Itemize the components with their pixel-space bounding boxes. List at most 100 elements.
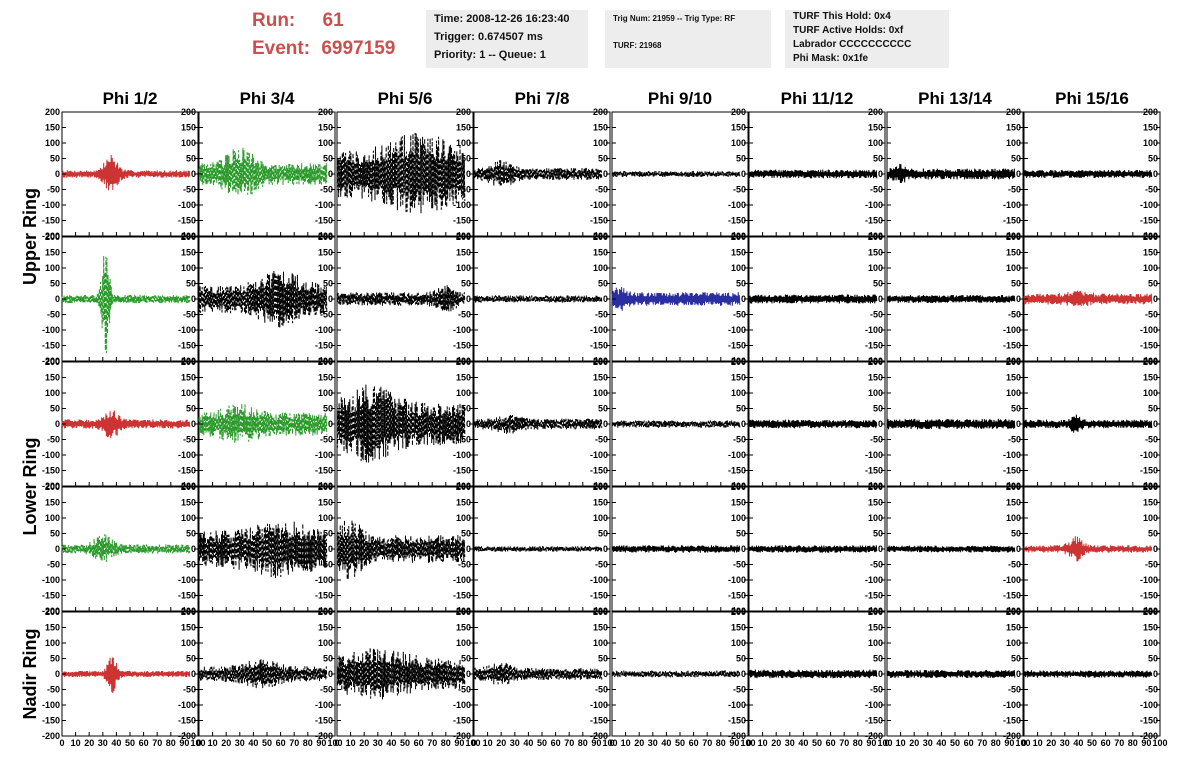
x-tick-label: 30: [510, 738, 520, 748]
waveform-trace: [748, 419, 878, 429]
x-tick-label: 60: [414, 738, 424, 748]
waveform-trace: [336, 519, 466, 580]
y-tick-label: -200: [1140, 231, 1158, 241]
y-tick-label: 0: [603, 169, 608, 179]
x-tick-label: 80: [853, 738, 863, 748]
panel: 200 150 100 50 0 -50 -100 -150 -200: [336, 232, 474, 366]
waveform-trace: [611, 670, 741, 678]
x-tick-label: 30: [235, 738, 245, 748]
y-tick-label: -150: [590, 341, 608, 351]
x-tick-label: 10: [896, 738, 906, 748]
y-tick-label: 200: [868, 107, 883, 117]
y-tick-label: 150: [181, 373, 196, 383]
waveform-trace: [886, 545, 1016, 553]
trigger-text: Trigger: 0.674507 ms: [434, 31, 543, 43]
x-tick-label: 20: [359, 738, 369, 748]
y-tick-label: 100: [593, 263, 608, 273]
panel: 200 150 100 50 0 -50 -100 -150 -200: [336, 107, 474, 241]
y-tick-label: 150: [1006, 373, 1021, 383]
y-tick-label: -150: [865, 466, 883, 476]
y-tick-label: -50: [47, 185, 60, 195]
y-tick-label: -50: [183, 435, 196, 445]
y-tick-label: -50: [320, 310, 333, 320]
column-header: Phi 1/2: [103, 89, 158, 108]
y-tick-label: 200: [45, 482, 60, 492]
y-tick-label: -200: [865, 356, 883, 366]
y-tick-label: 150: [1006, 623, 1021, 633]
y-tick-label: 150: [45, 373, 60, 383]
column-header: Phi 7/8: [515, 89, 570, 108]
y-tick-label: -150: [453, 716, 471, 726]
y-tick-label: 100: [181, 513, 196, 523]
y-tick-label: -200: [865, 731, 883, 741]
column-header: Phi 15/16: [1055, 89, 1129, 108]
x-tick-label: 20: [1046, 738, 1056, 748]
y-tick-label: -100: [178, 575, 196, 585]
y-tick-label: 100: [593, 138, 608, 148]
x-tick-label: 100: [877, 738, 892, 748]
x-tick-label: 50: [950, 738, 960, 748]
y-tick-label: 100: [318, 263, 333, 273]
event-line: Event: 6997159: [252, 38, 395, 60]
y-tick-label: -50: [1008, 560, 1021, 570]
y-tick-label: 150: [456, 123, 471, 133]
waveform-trace: [198, 659, 328, 689]
y-tick-label: 0: [466, 294, 471, 304]
y-tick-label: 0: [741, 169, 746, 179]
x-tick-label: 30: [785, 738, 795, 748]
panel: 200 150 100 50 0 -50 -100 -150 -200: [748, 357, 886, 491]
y-tick-label: -200: [1003, 356, 1021, 366]
waveform-trace: [748, 669, 878, 679]
y-tick-label: 200: [868, 232, 883, 242]
y-tick-label: 50: [50, 279, 60, 289]
y-tick-label: 150: [731, 373, 746, 383]
waveform-trace: [1023, 290, 1153, 307]
y-tick-label: 0: [741, 419, 746, 429]
x-tick-label: 100: [327, 738, 342, 748]
x-tick-label: 50: [812, 738, 822, 748]
y-tick-label: 0: [55, 669, 60, 679]
y-tick-label: 150: [45, 123, 60, 133]
y-tick-label: -100: [728, 450, 746, 460]
y-tick-label: -50: [733, 185, 746, 195]
y-tick-label: 50: [186, 154, 196, 164]
priority-text: Priority: 1 -- Queue: 1: [434, 49, 546, 61]
y-tick-label: 0: [466, 169, 471, 179]
y-tick-label: -150: [590, 716, 608, 726]
x-tick-label: 70: [1114, 738, 1124, 748]
y-tick-label: 0: [55, 419, 60, 429]
y-tick-label: 200: [593, 232, 608, 242]
turf-active-text: TURF Active Holds: 0xf: [793, 25, 904, 36]
panel: 200 150 100 50 0 -50 -100 -150 -200: [1023, 357, 1161, 491]
y-tick-label: -150: [42, 216, 60, 226]
y-tick-label: -150: [1003, 216, 1021, 226]
trigger-info-box: Trig Num: 21959 -- Trig Type: RF TURF: 2…: [605, 10, 771, 68]
panel: 200 150 100 50 0 -50 -100 -150 -200: [1023, 232, 1161, 366]
event-value: 6997159: [321, 38, 396, 59]
y-tick-label: -200: [42, 731, 60, 741]
y-tick-label: -150: [42, 591, 60, 601]
y-tick-label: -50: [320, 560, 333, 570]
y-tick-label: -50: [870, 185, 883, 195]
y-tick-label: 150: [45, 498, 60, 508]
y-tick-label: -200: [590, 356, 608, 366]
y-tick-label: -200: [315, 231, 333, 241]
y-tick-label: -100: [1140, 450, 1158, 460]
x-tick-label: 90: [316, 738, 326, 748]
x-tick-label: 90: [591, 738, 601, 748]
y-tick-label: -100: [728, 325, 746, 335]
y-tick-label: 150: [593, 373, 608, 383]
y-tick-label: 100: [456, 638, 471, 648]
y-tick-label: 200: [45, 357, 60, 367]
y-tick-label: 150: [1006, 248, 1021, 258]
y-tick-label: 100: [593, 638, 608, 648]
y-tick-label: -200: [315, 481, 333, 491]
y-tick-label: 200: [1006, 482, 1021, 492]
panel: 200 150 100 50 0 -50 -100 -150 -200: [611, 482, 749, 616]
y-tick-label: -200: [728, 606, 746, 616]
x-tick-label: 20: [909, 738, 919, 748]
waveform-trace: [748, 545, 878, 553]
